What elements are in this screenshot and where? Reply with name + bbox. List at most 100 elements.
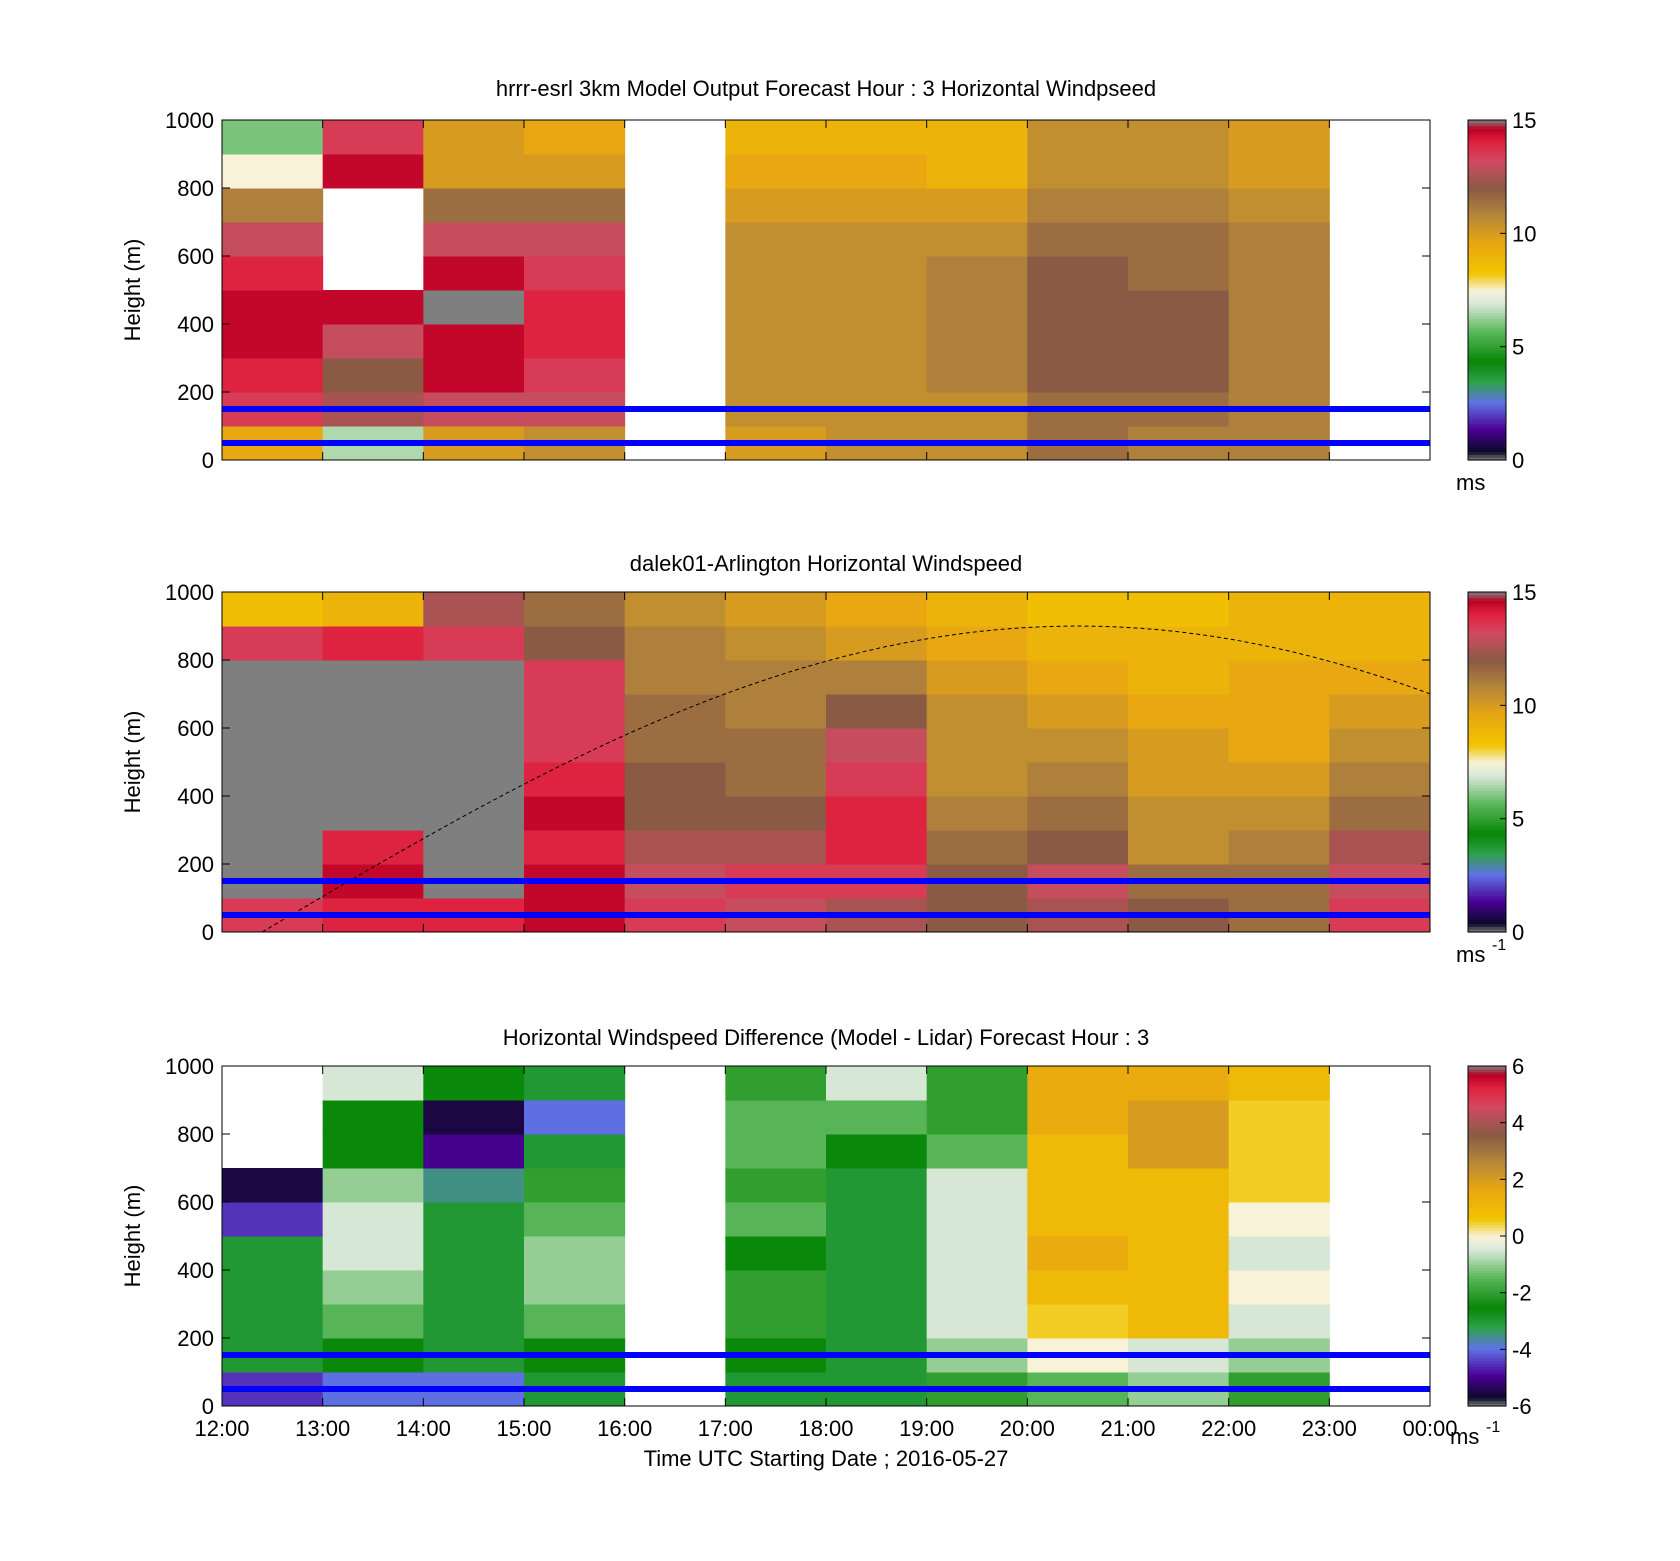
heatmap-cell — [322, 1236, 424, 1271]
heatmap-cell — [725, 592, 827, 627]
colorbar-unit: ms — [1456, 470, 1485, 495]
colorbar-swatch — [1468, 440, 1506, 444]
heatmap-cell — [1329, 830, 1431, 865]
heatmap-cell — [1329, 626, 1431, 661]
heatmap-cell — [222, 592, 324, 627]
colorbar-swatch — [1468, 728, 1506, 732]
colorbar-swatch — [1468, 346, 1506, 351]
heatmap-cell — [926, 762, 1028, 797]
colorbar-swatch — [1468, 202, 1506, 206]
colorbar-swatch — [1468, 389, 1506, 393]
colorbar-swatch — [1468, 651, 1506, 655]
colorbar-swatch — [1468, 1366, 1506, 1370]
colorbar-swatch — [1468, 1227, 1506, 1231]
colorbar-swatch — [1468, 256, 1506, 260]
heatmap-cell — [826, 830, 928, 865]
colorbar-swatch — [1468, 1131, 1506, 1135]
heatmap-cell — [423, 324, 525, 359]
heatmap-cell — [524, 290, 626, 325]
heatmap-cell — [1128, 796, 1230, 831]
heatmap-cell — [524, 1100, 626, 1135]
heatmap-cell — [1228, 1270, 1330, 1305]
colorbar-swatch — [1468, 1108, 1506, 1112]
heatmap-cell — [1027, 324, 1129, 359]
heatmap-cell — [322, 660, 424, 695]
colorbar-swatch — [1468, 1074, 1506, 1078]
colorbar-swatch — [1468, 426, 1506, 430]
colorbar-swatch — [1468, 1357, 1506, 1362]
heatmap-cell — [826, 1202, 928, 1237]
panel-3: Horizontal Windspeed Difference (Model -… — [120, 1025, 1532, 1471]
y-tick-label: 200 — [177, 852, 214, 877]
colorbar-swatch — [1468, 779, 1506, 783]
heatmap-cell — [826, 728, 928, 763]
colorbar-swatch — [1468, 747, 1506, 752]
colorbar-swatch — [1468, 275, 1506, 280]
heatmap-cell — [1228, 1236, 1330, 1271]
colorbar-swatch — [1468, 776, 1506, 780]
heatmap-cell — [826, 626, 928, 661]
colorbar-swatch — [1468, 637, 1506, 641]
colorbar-swatch — [1468, 1236, 1506, 1240]
colorbar-swatch — [1468, 236, 1506, 240]
colorbar-swatch — [1468, 352, 1506, 356]
colorbar-swatch — [1468, 122, 1506, 127]
colorbar-swatch — [1468, 1193, 1506, 1197]
colorbar-swatch — [1468, 188, 1506, 192]
heatmap-cell — [1027, 592, 1129, 627]
heatmap-cell — [624, 660, 726, 695]
heatmap-cell — [725, 1202, 827, 1237]
colorbar-swatch — [1468, 159, 1506, 164]
heatmap-cell — [222, 324, 324, 359]
colorbar-swatch — [1468, 380, 1506, 385]
colorbar-swatch — [1468, 1219, 1506, 1223]
colorbar-swatch — [1468, 1173, 1506, 1178]
heatmap-cell — [322, 830, 424, 865]
x-tick-label: 17:00 — [698, 1416, 753, 1441]
heatmap-cell — [725, 1066, 827, 1101]
colorbar-swatch — [1468, 244, 1506, 249]
colorbar-swatch — [1468, 1287, 1506, 1291]
heatmap-cell — [1329, 728, 1431, 763]
colorbar-swatch — [1468, 1159, 1506, 1163]
heatmap-cell — [1228, 626, 1330, 661]
colorbar-swatch — [1468, 1247, 1506, 1251]
y-tick-label: 0 — [202, 448, 214, 473]
heatmap-cell — [926, 592, 1028, 627]
heatmap-cell — [1027, 1270, 1129, 1305]
heatmap-cell — [423, 188, 525, 223]
colorbar-swatch — [1468, 1380, 1506, 1384]
colorbar-swatch — [1468, 1204, 1506, 1209]
colorbar-swatch — [1468, 1085, 1506, 1090]
colorbar-swatch — [1468, 841, 1506, 845]
colorbar-swatch — [1468, 892, 1506, 896]
colorbar-swatch — [1468, 1360, 1506, 1365]
heatmap-cell — [524, 1134, 626, 1169]
colorbar-unit: ms — [1450, 1424, 1479, 1449]
colorbar-swatch — [1468, 682, 1506, 687]
heatmap-cell — [423, 626, 525, 661]
colorbar-swatch — [1468, 185, 1506, 189]
colorbar-swatch — [1468, 631, 1506, 636]
heatmap-cell — [524, 188, 626, 223]
colorbar-swatch — [1468, 1332, 1506, 1336]
colorbar-swatch — [1468, 219, 1506, 223]
heatmap-cell — [624, 592, 726, 627]
heatmap-cell — [725, 222, 827, 257]
heatmap-cell — [826, 694, 928, 729]
colorbar-swatch — [1468, 1165, 1506, 1169]
colorbar-frame — [1467, 119, 1507, 461]
y-tick-label: 400 — [177, 1258, 214, 1283]
colorbar-swatch — [1468, 1250, 1506, 1254]
colorbar-swatch — [1468, 162, 1506, 166]
colorbar-swatch — [1468, 273, 1506, 277]
heatmap-cell — [725, 762, 827, 797]
colorbar-swatch — [1468, 640, 1506, 644]
y-tick-label: 400 — [177, 312, 214, 337]
colorbar-swatch — [1468, 176, 1506, 181]
heatmap-cell — [1228, 1304, 1330, 1339]
colorbar-tick-label: -2 — [1512, 1281, 1532, 1306]
heatmap-cell — [423, 358, 525, 393]
heatmap-cell — [322, 120, 424, 155]
colorbar-swatch — [1468, 866, 1506, 871]
